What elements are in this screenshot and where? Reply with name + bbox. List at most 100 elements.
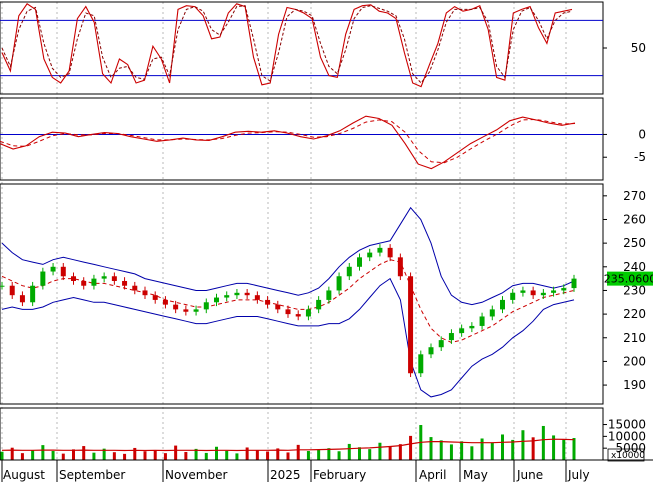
price-candle xyxy=(367,252,373,258)
y-tick-label: 10000 xyxy=(608,429,646,443)
bollinger-lower-band xyxy=(1,277,575,398)
last-price-label: 235.0600 xyxy=(604,273,653,286)
price-candle xyxy=(111,276,117,281)
stochastic-k-line xyxy=(1,3,573,88)
volume-bar xyxy=(255,450,259,460)
price-candle xyxy=(357,257,362,267)
volume-bar xyxy=(562,439,566,460)
volume-bar xyxy=(31,450,35,460)
volume-bar xyxy=(398,444,402,460)
volume-bar xyxy=(102,448,106,460)
volume-bar xyxy=(531,437,535,460)
price-candle xyxy=(91,278,97,286)
price-candle xyxy=(295,314,301,317)
price-candle xyxy=(152,295,158,300)
y-tick-label: 190 xyxy=(623,378,646,392)
volume-bar xyxy=(215,446,218,460)
volume-bar xyxy=(123,453,127,460)
price-candle xyxy=(142,290,148,296)
price-candle xyxy=(469,325,475,329)
volume-bar xyxy=(225,450,229,460)
price-candle xyxy=(193,309,199,312)
x-tick-label: September xyxy=(59,468,125,482)
chart-panels: 50 0 -5 270 260 250 240 230 220 210 200 190 235.0600… xyxy=(0,1,653,462)
price-candle xyxy=(162,299,168,305)
volume-bar xyxy=(41,445,45,460)
price-candle xyxy=(19,295,25,303)
volume-bar xyxy=(327,448,331,460)
volume-bar xyxy=(439,440,443,460)
volume-bar xyxy=(306,451,310,460)
volume-average-line xyxy=(1,438,575,452)
volume-bar xyxy=(194,448,198,460)
price-candle xyxy=(265,299,271,305)
y-tick-label: -5 xyxy=(634,150,646,164)
price-candle xyxy=(428,347,434,355)
price-candle xyxy=(540,292,546,296)
volume-bar xyxy=(501,434,504,460)
volume-bar xyxy=(204,452,208,460)
volume-bar xyxy=(460,441,464,460)
price-panel: 270 260 250 240 230 220 210 200 190 235.0600 xyxy=(0,183,653,405)
stochastic-d-line xyxy=(1,5,573,84)
volume-bar xyxy=(347,443,351,460)
volume-bar xyxy=(358,447,361,460)
volume-bar xyxy=(276,448,280,460)
y-tick-label: 5000 xyxy=(615,441,646,455)
volume-bar xyxy=(61,453,65,460)
price-candle xyxy=(571,278,577,289)
price-candle xyxy=(479,316,485,326)
price-candle xyxy=(214,297,219,303)
price-candle xyxy=(81,280,87,286)
volume-bar xyxy=(490,442,494,460)
volume-bar xyxy=(82,446,86,460)
volume-bar xyxy=(552,435,556,460)
price-candle xyxy=(530,290,536,296)
volume-bar xyxy=(0,451,4,460)
price-candle xyxy=(377,247,383,253)
volume-bar xyxy=(511,439,515,460)
price-candle xyxy=(40,271,46,286)
volume-bar xyxy=(286,452,290,460)
price-candle xyxy=(489,309,495,317)
y-tick-label: 240 xyxy=(623,260,646,274)
volume-bar xyxy=(317,449,321,460)
price-candle xyxy=(60,266,66,277)
price-candle xyxy=(500,299,505,310)
volume-bar xyxy=(449,444,453,460)
volume-unit-box xyxy=(607,448,645,462)
x-axis: August September November 2025 February April… xyxy=(0,459,653,482)
volume-bar xyxy=(296,444,300,460)
volume-bar xyxy=(368,449,372,460)
macd-panel: 0 -5 xyxy=(0,97,646,181)
volume-bar xyxy=(235,453,239,460)
price-candle xyxy=(316,299,322,310)
volume-bar xyxy=(92,452,96,460)
y-tick-label: 270 xyxy=(623,189,646,203)
price-candle xyxy=(326,290,332,300)
price-candle xyxy=(71,276,76,281)
price-candle xyxy=(418,354,424,374)
volume-bar xyxy=(409,435,413,460)
price-candle xyxy=(132,285,138,291)
price-candle xyxy=(346,266,352,277)
y-tick-label: 50 xyxy=(631,41,646,55)
x-tick-label: July xyxy=(567,468,590,482)
volume-unit-label: x10000 xyxy=(611,451,645,461)
macd-line xyxy=(0,115,576,170)
y-tick-label: 200 xyxy=(623,354,646,368)
volume-bar xyxy=(541,425,545,460)
volume-bar xyxy=(112,452,116,460)
volume-bar xyxy=(153,450,157,460)
price-candle xyxy=(0,285,5,287)
volume-bar xyxy=(266,451,270,460)
last-price-badge xyxy=(607,271,653,286)
price-candle xyxy=(254,295,260,300)
price-candle xyxy=(459,328,465,334)
price-candle xyxy=(561,288,567,291)
x-tick-label: August xyxy=(3,468,45,482)
volume-bar xyxy=(51,451,55,460)
volume-bar xyxy=(470,446,474,460)
